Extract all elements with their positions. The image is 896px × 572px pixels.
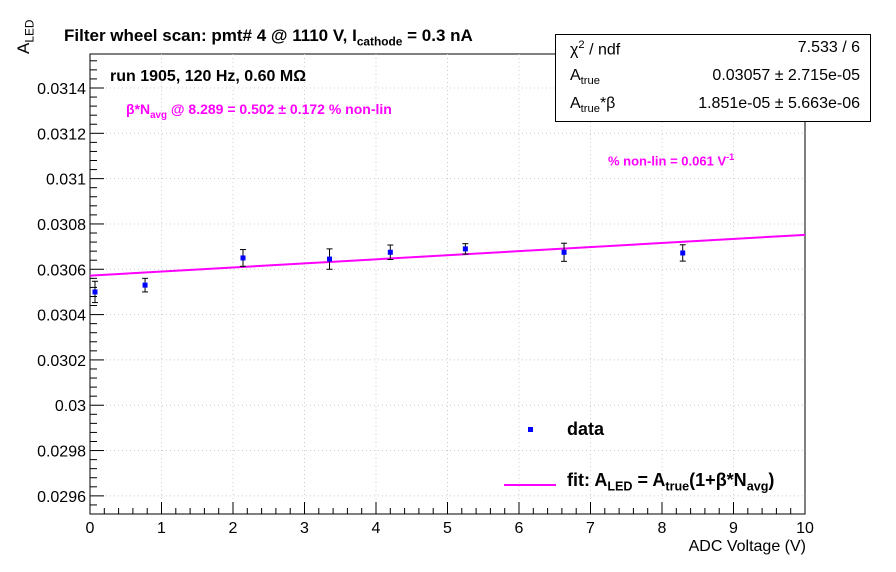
x-axis-label: ADC Voltage (V) (688, 538, 806, 555)
data-point (327, 256, 333, 262)
stats-value: 1.851e-05 ± 5.663e-06 (698, 95, 860, 112)
x-tick-label: 2 (229, 520, 238, 537)
data-point (240, 255, 246, 261)
y-tick-label: 0.031 (46, 172, 86, 189)
plot-frame (89, 53, 806, 515)
data-point (462, 246, 468, 252)
data-point (142, 282, 148, 288)
y-tick-label: 0.0306 (37, 262, 86, 279)
stats-box: χ2 / ndf 7.533 / 6 Atrue 0.03057 ± 2.715… (555, 34, 871, 122)
y-tick-label: 0.0298 (37, 444, 86, 461)
stats-value: 7.533 / 6 (797, 39, 860, 56)
stats-row-atrue-beta: Atrue*β 1.851e-05 ± 5.663e-06 (570, 95, 860, 121)
x-tick-label: 9 (729, 520, 738, 537)
x-tick-label: 10 (796, 520, 814, 537)
x-tick-label: 8 (658, 520, 667, 537)
nonlin-annotation: % non-lin = 0.061 V-1 (608, 152, 735, 169)
y-tick-label: 0.0304 (37, 308, 86, 325)
legend-data-label: data (567, 419, 605, 439)
y-tick-label: 0.0296 (37, 489, 86, 506)
y-axis-label: ALED (14, 19, 37, 54)
stats-key: Atrue*β (570, 95, 616, 116)
x-tick-label: 5 (443, 520, 452, 537)
chart-title: Filter wheel scan: pmt# 4 @ 1110 V, Icat… (64, 26, 473, 49)
y-tick-label: 0.0314 (37, 81, 86, 98)
legend-data-marker (528, 427, 533, 432)
run-annotation: run 1905, 120 Hz, 0.60 MΩ (110, 68, 307, 85)
y-tick-label: 0.0302 (37, 353, 86, 370)
x-tick-label: 4 (372, 520, 381, 537)
beta-annotation: β*Navg @ 8.289 = 0.502 ± 0.172 % non-lin (126, 101, 392, 121)
data-point (92, 289, 98, 295)
y-tick-label: 0.03 (55, 398, 86, 415)
x-tick-label: 1 (157, 520, 166, 537)
stats-row-atrue: Atrue 0.03057 ± 2.715e-05 (570, 67, 860, 93)
stats-key: χ2 / ndf (570, 39, 621, 59)
stats-value: 0.03057 ± 2.715e-05 (712, 67, 860, 84)
x-tick-label: 6 (515, 520, 524, 537)
legend-fit-label: fit: ALED = Atrue(1+β*Navg) (567, 470, 775, 494)
y-tick-label: 0.0308 (37, 217, 86, 234)
data-point (387, 249, 393, 255)
x-tick-label: 0 (86, 520, 95, 537)
data-point (561, 249, 567, 255)
fit-line (89, 233, 806, 277)
data-point (680, 250, 686, 256)
x-tick-label: 3 (300, 520, 309, 537)
y-tick-label: 0.0312 (37, 126, 86, 143)
x-tick-label: 7 (586, 520, 595, 537)
stats-key: Atrue (570, 67, 600, 88)
stats-row-chi2: χ2 / ndf 7.533 / 6 (570, 39, 860, 65)
